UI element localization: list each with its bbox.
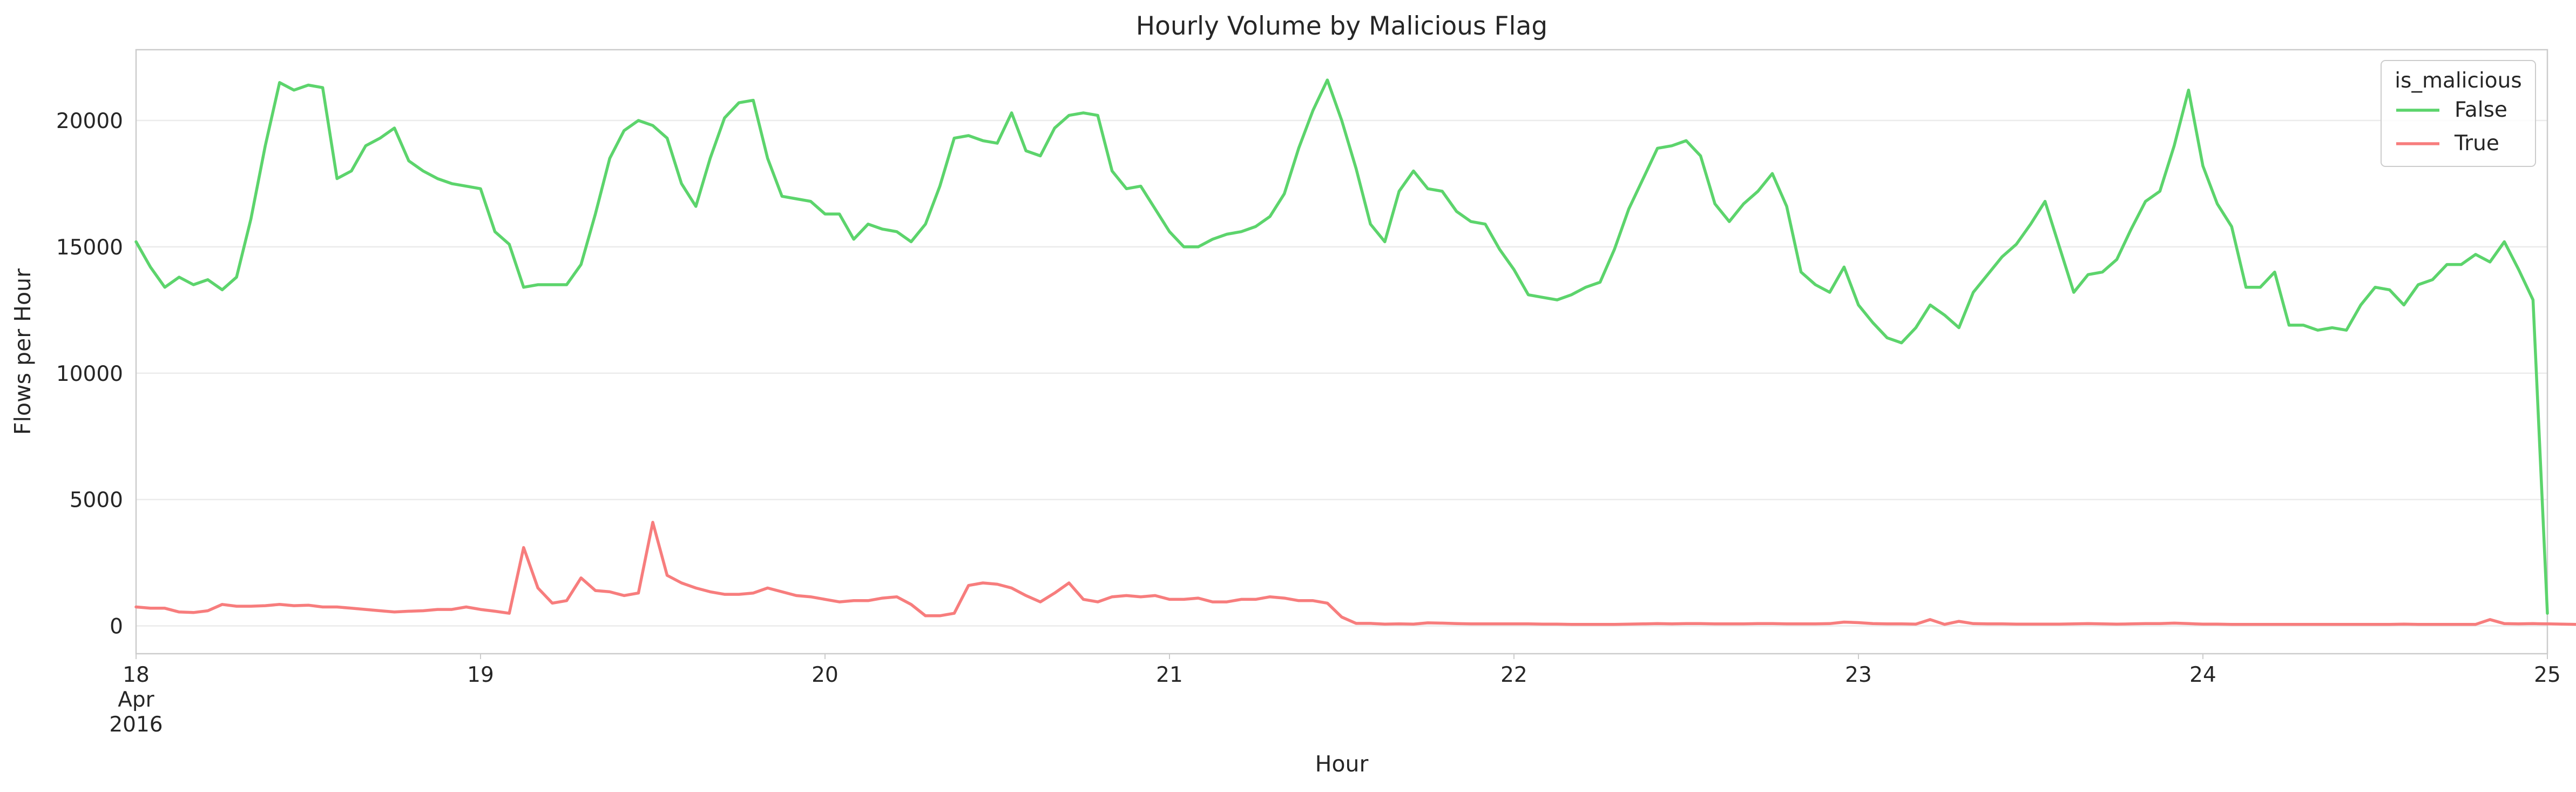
y-gridlines [136, 119, 2547, 627]
y-axis-ticks: 0 5000 10000 15000 20000 [56, 109, 123, 639]
legend-label-true: True [2454, 131, 2499, 156]
x-tick-label: 2016 [109, 713, 163, 737]
y-tick-label: 15000 [56, 236, 123, 260]
x-axis-label: Hour [1315, 751, 1369, 777]
y-tick-label: 10000 [56, 362, 123, 386]
legend: is_malicious False True [2381, 60, 2536, 167]
y-axis-label: Flows per Hour [10, 269, 36, 435]
x-tick-label: 20 [812, 663, 839, 687]
x-tick-label: 21 [1156, 663, 1183, 687]
y-tick-label: 5000 [70, 488, 123, 513]
series-line-false [134, 78, 2549, 615]
x-tick-label: 23 [1845, 663, 1872, 687]
x-tick-label: 24 [2189, 663, 2216, 687]
chart-title: Hourly Volume by Malicious Flag [1136, 11, 1547, 41]
y-tick-label: 0 [110, 615, 123, 639]
legend-box [2381, 60, 2536, 167]
plot-area-frame [135, 49, 2548, 655]
y-tick-label: 20000 [56, 109, 123, 133]
x-tick-label: 22 [1500, 663, 1527, 687]
series-line-true [134, 521, 2576, 626]
series-layer [134, 78, 2576, 626]
legend-label-false: False [2455, 98, 2507, 122]
x-tick-label: 25 [2534, 663, 2561, 687]
x-tick-label: 18 [123, 663, 150, 687]
x-tick-label: Apr [118, 688, 154, 712]
legend-title: is_malicious [2395, 69, 2521, 93]
x-tick-label: 19 [467, 663, 494, 687]
